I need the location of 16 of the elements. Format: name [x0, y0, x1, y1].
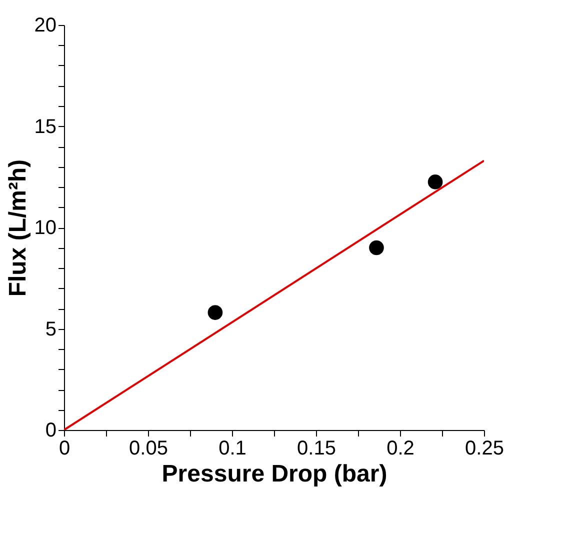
x-tick-label: 0.15 [297, 438, 336, 460]
x-tick-label: 0.25 [465, 438, 504, 460]
x-axis-title: Pressure Drop (bar) [162, 460, 388, 488]
y-axis-title: Flux (L/m²h) [4, 159, 32, 297]
x-tick-label: 0.2 [386, 438, 414, 460]
y-tick-label: 5 [45, 318, 56, 340]
point [208, 305, 223, 320]
x-tick-label: 0.1 [218, 438, 246, 460]
y-tick-label: 0 [45, 420, 56, 442]
y-tick-label: 20 [34, 14, 56, 36]
x-tick-label: 0 [58, 438, 70, 460]
point [428, 174, 443, 190]
x-tick-label: 0.05 [129, 438, 168, 460]
y-tick-label: 15 [34, 116, 56, 138]
point [369, 240, 384, 256]
y-tick-label: 10 [34, 217, 56, 239]
